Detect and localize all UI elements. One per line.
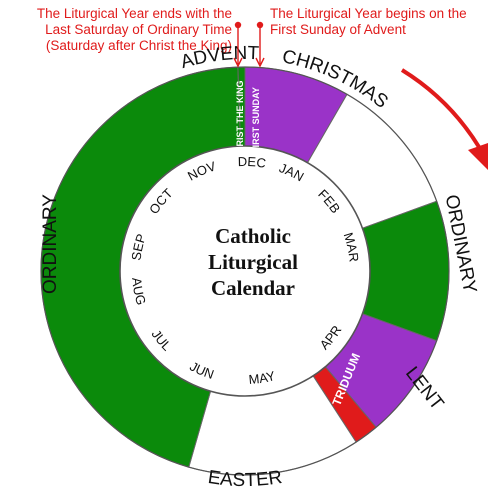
season-label-ordinary-time: ORDINARY	[40, 194, 61, 294]
month-label: SEP	[128, 232, 148, 261]
center-title-line: Liturgical	[208, 250, 298, 274]
month-labels-top: DEC	[238, 154, 267, 171]
christ-the-king-pointer	[233, 21, 243, 68]
outer-ring-edge	[40, 66, 450, 476]
month-label: AUG	[129, 277, 149, 307]
first-sunday-pointer	[255, 21, 265, 68]
season-label-easter: EASTER	[206, 467, 283, 490]
year-end-annotation: The Liturgical Year ends with the Last S…	[0, 6, 232, 54]
clockwise-arrow-icon	[400, 68, 488, 170]
annotation-line: Last Saturday of Ordinary Time	[45, 22, 232, 37]
annotation-line: The Liturgical Year ends with the	[36, 6, 232, 21]
annotation-line: (Saturday after Christ the King)	[45, 38, 232, 53]
inner-circle	[119, 145, 371, 397]
annotation-line: First Sunday of Advent	[270, 22, 406, 37]
center-title-line: Catholic	[215, 224, 291, 248]
first-sunday-marker: FIRST SUNDAY	[251, 87, 261, 153]
year-start-annotation: The Liturgical Year begins on the First …	[270, 6, 500, 38]
christ-the-king-marker: CHRIST THE KING	[235, 80, 245, 159]
center-title-line: Calendar	[211, 276, 295, 300]
month-label: MAY	[248, 368, 277, 387]
month-label: MAR	[341, 231, 362, 263]
annotation-line: The Liturgical Year begins on the	[270, 6, 467, 21]
